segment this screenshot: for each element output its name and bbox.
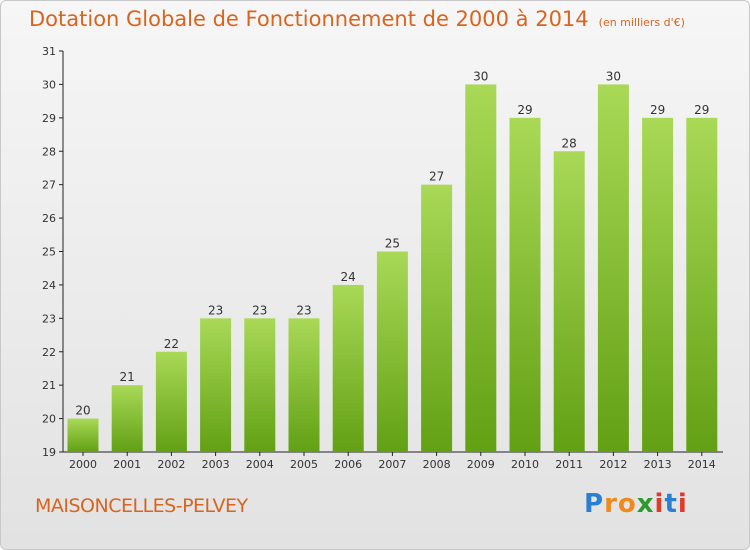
bar-2006: [332, 284, 364, 452]
x-tick-label: 2012: [599, 458, 627, 471]
bar-value-label: 30: [606, 69, 621, 83]
x-tick-label: 2005: [290, 458, 318, 471]
bar-value-label: 23: [252, 303, 267, 317]
bar-2000: [67, 418, 99, 452]
y-tick-label: 20: [42, 413, 56, 426]
bar-value-label: 29: [650, 103, 665, 117]
x-tick-label: 2006: [334, 458, 362, 471]
x-tick-label: 2002: [157, 458, 185, 471]
x-tick-label: 2007: [378, 458, 406, 471]
y-tick-label: 27: [42, 179, 56, 192]
x-tick-label: 2013: [644, 458, 672, 471]
y-tick-label: 31: [42, 45, 56, 58]
y-tick-label: 21: [42, 379, 56, 392]
y-tick-label: 25: [42, 246, 56, 259]
x-tick-label: 2011: [555, 458, 583, 471]
y-tick-label: 22: [42, 346, 56, 359]
y-tick-label: 30: [42, 78, 56, 91]
proxiti-logo[interactable]: Proxiti: [584, 489, 688, 519]
logo-letter: o: [617, 489, 637, 519]
x-tick-label: 2014: [688, 458, 716, 471]
x-tick-label: 2004: [246, 458, 274, 471]
bar-2012: [597, 84, 629, 453]
bar-value-label: 22: [164, 337, 179, 351]
bar-2005: [288, 318, 320, 452]
logo-letter: x: [636, 489, 655, 519]
bar-2011: [553, 151, 585, 452]
bar-2003: [200, 318, 232, 452]
location-name: MAISONCELLES-PELVEY: [35, 495, 248, 517]
x-tick-label: 2009: [467, 458, 495, 471]
bar-value-label: 21: [120, 370, 135, 384]
bar-2010: [509, 117, 541, 452]
bar-2013: [642, 117, 674, 452]
chart-title-text: Dotation Globale de Fonctionnement de 20…: [29, 7, 589, 31]
bar-value-label: 23: [208, 303, 223, 317]
bar-value-label: 25: [385, 237, 400, 251]
y-tick-label: 24: [42, 279, 56, 292]
bar-2004: [244, 318, 276, 452]
bar-2014: [686, 117, 718, 452]
x-tick-label: 2000: [69, 458, 97, 471]
bar-2002: [155, 351, 187, 452]
chart-unit: (en milliers d'€): [598, 16, 685, 29]
bar-value-label: 30: [473, 69, 488, 83]
bar-value-label: 20: [75, 404, 90, 418]
bar-value-label: 27: [429, 170, 444, 184]
bar-2009: [465, 84, 497, 453]
logo-letter: i: [654, 489, 665, 519]
x-tick-label: 2003: [202, 458, 230, 471]
bar-value-label: 29: [517, 103, 532, 117]
y-tick-label: 23: [42, 312, 56, 325]
x-tick-label: 2001: [113, 458, 141, 471]
logo-letter: r: [604, 489, 618, 519]
logo-letter: P: [584, 489, 605, 519]
y-tick-label: 26: [42, 212, 56, 225]
y-tick-label: 28: [42, 145, 56, 158]
bar-2001: [111, 385, 143, 452]
bar-2008: [421, 184, 453, 452]
logo-letter: i: [677, 489, 688, 519]
x-tick-label: 2010: [511, 458, 539, 471]
y-tick-label: 19: [42, 446, 56, 459]
logo-letter: t: [664, 489, 678, 519]
bar-value-label: 28: [562, 136, 577, 150]
bar-value-label: 23: [296, 303, 311, 317]
bar-2007: [376, 251, 408, 452]
x-tick-label: 2008: [423, 458, 451, 471]
bar-value-label: 24: [341, 270, 356, 284]
bar-value-label: 29: [694, 103, 709, 117]
chart-title: Dotation Globale de Fonctionnement de 20…: [29, 7, 685, 31]
y-tick-label: 29: [42, 112, 56, 125]
